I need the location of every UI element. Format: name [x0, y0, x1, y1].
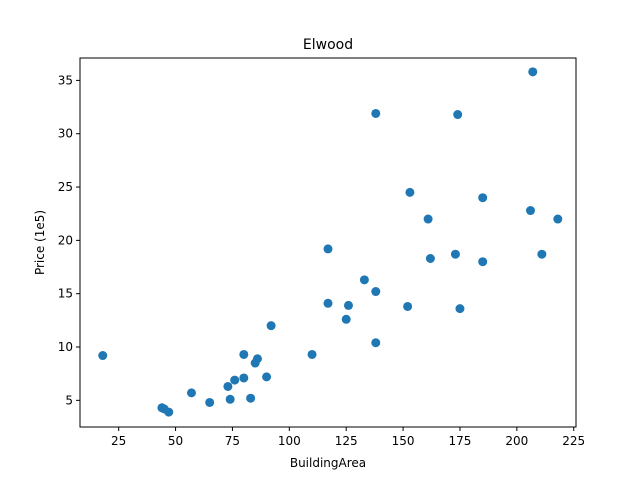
data-point: [266, 321, 276, 331]
data-point: [359, 275, 369, 285]
data-point: [371, 287, 381, 297]
data-point: [239, 349, 249, 359]
data-point: [323, 244, 333, 254]
x-tick-label: 225: [562, 434, 585, 448]
data-point: [425, 253, 435, 263]
data-point: [323, 298, 333, 308]
y-axis-label: Price (1e5): [33, 210, 47, 275]
data-point: [537, 249, 547, 259]
x-tick-label: 50: [168, 434, 183, 448]
data-point: [225, 394, 235, 404]
data-points: [98, 67, 563, 417]
x-tick-label: 175: [449, 434, 472, 448]
x-axis-ticks: 25 50 75 100 125 150 175 200 225: [111, 427, 585, 448]
data-point: [252, 354, 262, 364]
x-tick-label: 100: [278, 434, 301, 448]
y-tick-label: 35: [58, 73, 73, 87]
x-tick-label: 75: [225, 434, 240, 448]
data-point: [98, 351, 108, 361]
y-tick-label: 25: [58, 180, 73, 194]
y-tick-label: 10: [58, 340, 73, 354]
data-point: [478, 257, 488, 267]
x-tick-label: 25: [111, 434, 126, 448]
data-point: [455, 304, 465, 314]
data-point: [525, 206, 535, 216]
x-axis-label: BuildingArea: [290, 456, 366, 470]
data-point: [205, 397, 215, 407]
plot-area-frame: [79, 57, 577, 428]
data-point: [528, 67, 538, 77]
data-point: [478, 193, 488, 203]
data-point: [246, 393, 256, 403]
data-point: [230, 375, 240, 385]
data-point: [223, 381, 233, 391]
data-point: [164, 407, 174, 417]
data-point: [341, 314, 351, 324]
y-tick-label: 20: [58, 233, 73, 247]
x-tick-label: 125: [335, 434, 358, 448]
y-tick-label: 15: [58, 287, 73, 301]
data-point: [239, 373, 249, 383]
data-point: [403, 301, 413, 311]
data-point: [307, 349, 317, 359]
data-point: [553, 214, 563, 224]
data-point: [371, 338, 381, 348]
x-tick-label: 200: [505, 434, 528, 448]
data-point: [405, 187, 415, 197]
x-tick-label: 150: [392, 434, 415, 448]
data-point: [343, 300, 353, 310]
data-point: [371, 108, 381, 118]
chart-title: Elwood: [303, 37, 353, 53]
y-axis-ticks: 5 10 15 20 25 30 35: [58, 73, 80, 407]
data-point: [186, 388, 196, 398]
data-point: [450, 249, 460, 259]
data-point: [423, 214, 433, 224]
data-point: [453, 110, 463, 120]
data-point: [262, 372, 272, 382]
y-tick-label: 5: [65, 393, 73, 407]
y-tick-label: 30: [58, 127, 73, 141]
